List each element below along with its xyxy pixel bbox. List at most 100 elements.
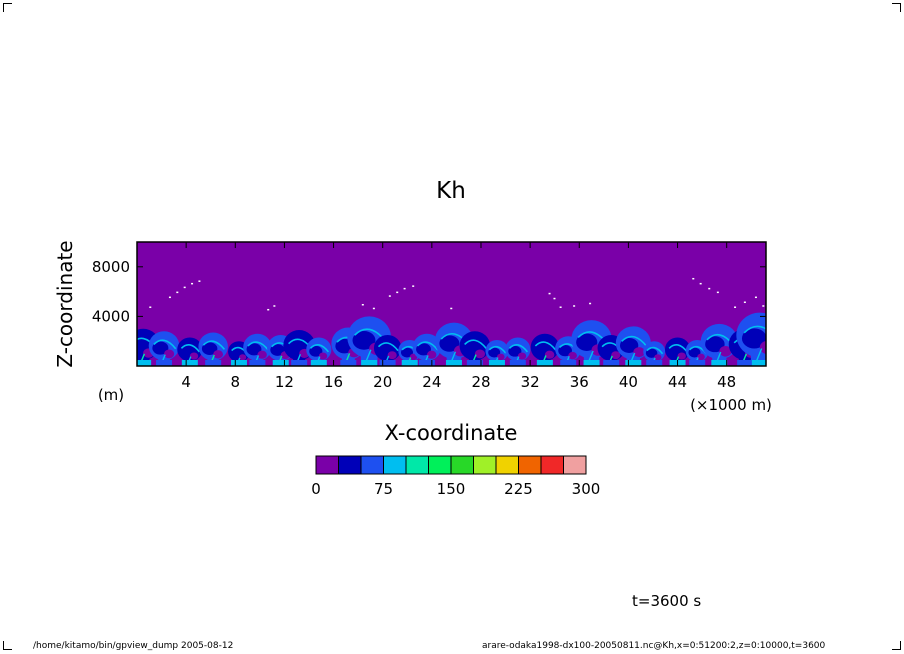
kh-plume bbox=[412, 333, 442, 366]
kh-surface-layer bbox=[156, 360, 173, 366]
kh-speck bbox=[183, 286, 186, 289]
crop-mark-bottom-right bbox=[892, 641, 901, 650]
kh-speck bbox=[403, 287, 406, 290]
colorbar-swatch bbox=[428, 455, 452, 475]
kh-plume bbox=[736, 312, 766, 366]
colorbar-swatch bbox=[405, 455, 429, 475]
x-tick-label: 8 bbox=[231, 373, 241, 391]
kh-surface-layer bbox=[181, 360, 198, 366]
y-tick-label: 8000 bbox=[92, 258, 130, 276]
kh-plume bbox=[643, 341, 666, 366]
crop-mark-top-right bbox=[892, 3, 901, 12]
x-tick-label: 24 bbox=[422, 373, 441, 391]
colorbar: 0 75 150 225 300 bbox=[311, 455, 601, 498]
kh-speck bbox=[388, 295, 391, 297]
colorbar-swatch bbox=[338, 455, 362, 475]
colorbar-tick-label: 300 bbox=[572, 480, 601, 498]
kh-surface-layer bbox=[230, 360, 247, 366]
kh-speck bbox=[708, 287, 711, 290]
kh-speck bbox=[548, 292, 551, 295]
x-tick-label: 28 bbox=[471, 373, 490, 391]
kh-surface-layer bbox=[379, 360, 396, 366]
kh-speck bbox=[191, 282, 194, 285]
kh-surface-layer bbox=[625, 360, 642, 366]
colorbar-swatch bbox=[563, 455, 587, 475]
kh-speck bbox=[589, 302, 592, 305]
kh-surface-layer bbox=[137, 360, 152, 366]
colorbar-swatch bbox=[495, 455, 519, 475]
kh-surface-layer bbox=[536, 360, 553, 366]
kh-surface-layer bbox=[310, 360, 327, 366]
kh-speck bbox=[273, 305, 276, 307]
kh-speck bbox=[412, 285, 415, 287]
kh-plume bbox=[148, 331, 180, 366]
colorbar-tick-label: 75 bbox=[374, 480, 393, 498]
kh-surface-layer bbox=[466, 360, 483, 366]
kh-speck bbox=[553, 297, 556, 300]
kh-surface-layer bbox=[509, 360, 526, 366]
colorbar-swatch bbox=[450, 455, 474, 475]
y-tick-label: 4000 bbox=[92, 307, 130, 325]
kh-surface-layer bbox=[361, 360, 378, 366]
footer-data-source: arare-odaka1998-dx100-20050811.nc@Kh,x=0… bbox=[482, 641, 826, 651]
time-label: t=3600 s bbox=[632, 592, 702, 610]
footer-command: /home/kitamo/bin/gpview_dump 2005-08-12 bbox=[33, 641, 234, 651]
x-unit-label: (×1000 m) bbox=[690, 396, 772, 414]
kh-surface-layer bbox=[560, 360, 577, 366]
x-tick-label: 12 bbox=[275, 373, 294, 391]
chart-title: Kh bbox=[436, 178, 466, 204]
kh-speck bbox=[716, 291, 719, 294]
kh-speck bbox=[267, 308, 270, 311]
kh-surface-layer bbox=[401, 360, 418, 366]
kh-speck bbox=[754, 296, 757, 299]
y-unit-label: (m) bbox=[98, 386, 124, 404]
kh-surface-layer bbox=[445, 360, 462, 366]
kh-surface-layer bbox=[689, 360, 706, 366]
x-tick-label: 44 bbox=[668, 373, 687, 391]
kh-plume bbox=[530, 333, 560, 366]
kh-surface-layer bbox=[418, 360, 435, 366]
kh-surface-layer bbox=[751, 360, 766, 366]
x-tick-label: 16 bbox=[324, 373, 343, 391]
colorbar-swatch bbox=[315, 455, 339, 475]
kh-speck bbox=[692, 277, 695, 280]
kh-speck bbox=[198, 280, 201, 282]
kh-speck bbox=[149, 306, 152, 308]
kh-plume bbox=[198, 332, 228, 366]
kh-surface-layer bbox=[272, 360, 289, 366]
kh-speck bbox=[396, 291, 399, 294]
kh-surface-layer bbox=[711, 360, 728, 366]
kh-speck bbox=[573, 305, 576, 307]
kh-surface-layer bbox=[340, 360, 357, 366]
colorbar-swatch bbox=[360, 455, 384, 475]
plot-frame bbox=[136, 241, 767, 367]
kh-surface-layer bbox=[291, 360, 308, 366]
x-tick-label: 40 bbox=[619, 373, 638, 391]
kh-plume bbox=[243, 333, 272, 366]
colorbar-tick-label: 0 bbox=[311, 480, 321, 498]
x-axis-label: X-coordinate bbox=[385, 421, 518, 445]
x-tick-label: 32 bbox=[521, 373, 540, 391]
kh-surface-layer bbox=[603, 360, 620, 366]
x-tick-label: 4 bbox=[181, 373, 191, 391]
kh-speck bbox=[168, 296, 171, 299]
kh-surface-layer bbox=[488, 360, 505, 366]
kh-speck bbox=[176, 291, 179, 294]
crop-mark-bottom-left bbox=[3, 641, 12, 650]
kh-speck bbox=[699, 282, 702, 285]
kh-speck bbox=[743, 301, 746, 304]
kh-plume bbox=[459, 331, 491, 366]
kh-speck bbox=[559, 306, 562, 308]
x-tick-label: 36 bbox=[570, 373, 589, 391]
kh-surface-layer bbox=[737, 360, 754, 366]
x-tick-label: 20 bbox=[373, 373, 392, 391]
colorbar-swatch bbox=[540, 455, 564, 475]
x-tick-label: 48 bbox=[717, 373, 736, 391]
colorbar-swatch bbox=[518, 455, 542, 475]
plot-area bbox=[137, 242, 766, 366]
kh-speck bbox=[361, 304, 364, 306]
kh-speck bbox=[734, 306, 737, 308]
kh-surface-layer bbox=[249, 360, 266, 366]
colorbar-swatch bbox=[473, 455, 497, 475]
